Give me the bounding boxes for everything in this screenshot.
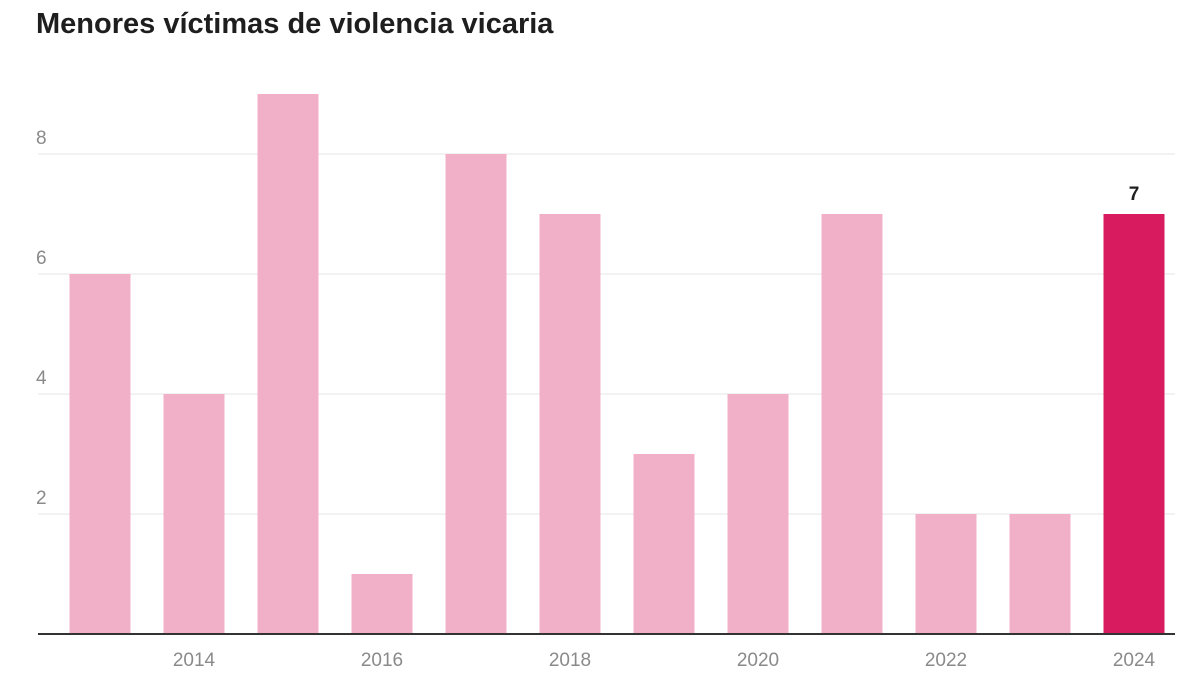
bar-2024 [1103, 214, 1165, 634]
data-label-2024: 7 [1129, 184, 1140, 205]
x-tick-label: 2014 [173, 650, 216, 671]
bar-2015 [257, 94, 319, 634]
bar-2016 [351, 574, 413, 634]
x-tick-label: 2024 [1113, 650, 1156, 671]
y-tick-label: 8 [36, 128, 47, 149]
bar-2019 [633, 454, 695, 634]
y-tick-label: 2 [36, 488, 47, 509]
bar-2020 [727, 394, 789, 634]
bar-2014 [163, 394, 225, 634]
chart-title: Menores víctimas de violencia vicaria [36, 8, 554, 40]
y-tick-label: 4 [36, 368, 47, 389]
grid-layer [38, 153, 1175, 515]
x-tick-label: 2022 [925, 650, 967, 671]
bars-layer [69, 94, 1165, 634]
y-tick-label: 6 [36, 248, 47, 269]
x-tick-label: 2016 [361, 650, 403, 671]
bar-2023 [1009, 514, 1071, 634]
x-tick-label: 2020 [737, 650, 779, 671]
bar-2017 [445, 154, 507, 634]
bar-2013 [69, 274, 131, 634]
bar-2022 [915, 514, 977, 634]
bar-2018 [539, 214, 601, 634]
labels-layer: 2 4 6 8 7 2014 2016 2018 2020 2022 2024 [36, 128, 1156, 671]
bar-2021 [821, 214, 883, 634]
x-tick-label: 2018 [549, 650, 591, 671]
